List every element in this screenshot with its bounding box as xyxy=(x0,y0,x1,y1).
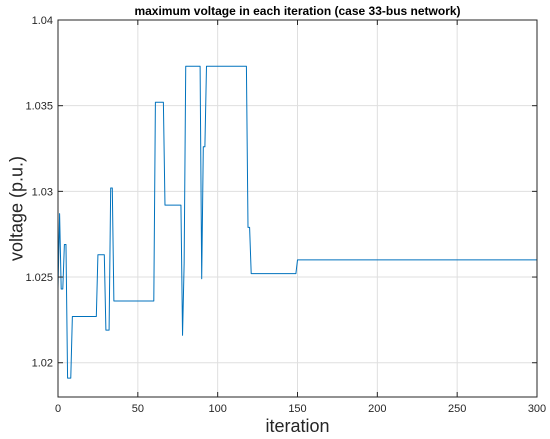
y-axis-title: voltage (p.u.) xyxy=(6,156,26,261)
x-axis-ticks: 0 50 100 150 200 250 300 xyxy=(55,20,546,415)
x-tick-label: 0 xyxy=(55,403,61,415)
x-tick-label: 200 xyxy=(368,403,386,415)
y-tick-label: 1.025 xyxy=(25,272,53,284)
series-layer xyxy=(57,65,537,379)
x-tick-label: 250 xyxy=(448,403,466,415)
x-tick-label: 100 xyxy=(208,403,226,415)
y-tick-label: 1.02 xyxy=(32,358,53,370)
y-tick-label: 1.04 xyxy=(32,15,53,27)
x-tick-label: 300 xyxy=(528,403,546,415)
x-axis-title: iteration xyxy=(265,416,329,436)
y-axis-ticks: 1.02 1.025 1.03 1.035 1.04 xyxy=(25,15,537,370)
x-tick-label: 50 xyxy=(132,403,144,415)
y-tick-label: 1.035 xyxy=(25,101,53,113)
chart-title: maximum voltage in each iteration (case … xyxy=(134,4,460,18)
series-line-0 xyxy=(57,65,537,379)
y-tick-label: 1.03 xyxy=(32,186,53,198)
x-tick-label: 150 xyxy=(288,403,306,415)
